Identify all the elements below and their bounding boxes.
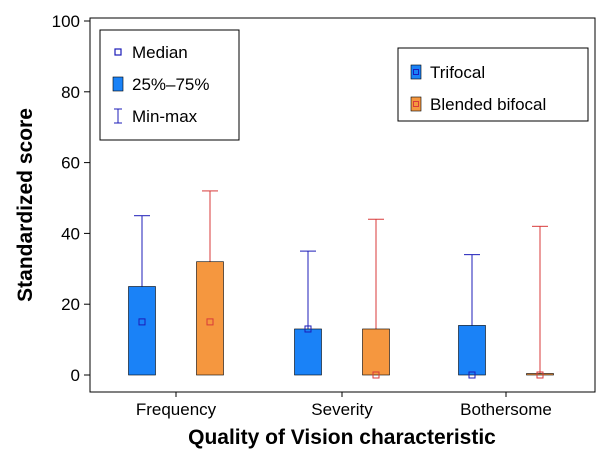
legend-median-symbol xyxy=(114,48,122,56)
iqr-box xyxy=(526,373,554,376)
y-tick-label: 100 xyxy=(52,12,80,31)
legend-series-median xyxy=(413,69,419,75)
y-tick-label: 40 xyxy=(61,224,80,243)
box-0-0 xyxy=(128,215,156,376)
legend-label: Trifocal xyxy=(430,63,485,82)
legend-box-symbol xyxy=(112,76,124,92)
box-0-2 xyxy=(458,254,486,379)
median-marker xyxy=(468,371,476,379)
iqr-box xyxy=(196,261,224,376)
legend-top-left: Median 25%–75% Min-max xyxy=(99,29,240,141)
x-tick-label: Severity xyxy=(311,400,373,419)
iqr-box xyxy=(128,286,156,376)
legends: Median 25%–75% Min-max Trifocal Blended bifo… xyxy=(99,29,589,141)
box-1-2 xyxy=(526,225,554,379)
box-1-0 xyxy=(196,190,224,376)
legend-label: Blended bifocal xyxy=(430,95,546,114)
y-tick-label: 80 xyxy=(61,83,80,102)
y-tick-label: 20 xyxy=(61,295,80,314)
iqr-box xyxy=(458,325,486,376)
y-tick-label: 60 xyxy=(61,154,80,173)
legend-series-swatch xyxy=(410,96,422,112)
median-marker xyxy=(304,325,312,333)
legend-top-right: Trifocal Blended bifocal xyxy=(397,47,589,122)
median-marker xyxy=(372,371,380,379)
box-plot-series xyxy=(128,190,554,379)
x-tick-label: Frequency xyxy=(136,400,217,419)
legend-frame xyxy=(397,47,589,122)
x-tick-label: Bothersome xyxy=(460,400,552,419)
box-1-1 xyxy=(362,218,390,379)
legend-series-median xyxy=(413,101,419,107)
box-0-1 xyxy=(294,250,322,376)
y-axis: 0 20 40 60 80 100 xyxy=(52,12,90,385)
median-marker xyxy=(536,371,544,379)
iqr-box xyxy=(362,328,390,376)
legend-label: Min-max xyxy=(132,107,198,126)
legend-label: Median xyxy=(132,43,188,62)
y-tick-label: 0 xyxy=(71,366,80,385)
x-axis-title: Quality of Vision characteristic xyxy=(188,426,496,449)
legend-label: 25%–75% xyxy=(132,75,210,94)
legend-series-swatch xyxy=(410,64,422,80)
iqr-box xyxy=(294,328,322,376)
y-axis-title: Standardized score xyxy=(14,108,37,302)
median-marker xyxy=(206,318,214,326)
median-marker xyxy=(138,318,146,326)
x-axis: Frequency Severity Bothersome xyxy=(136,392,552,419)
